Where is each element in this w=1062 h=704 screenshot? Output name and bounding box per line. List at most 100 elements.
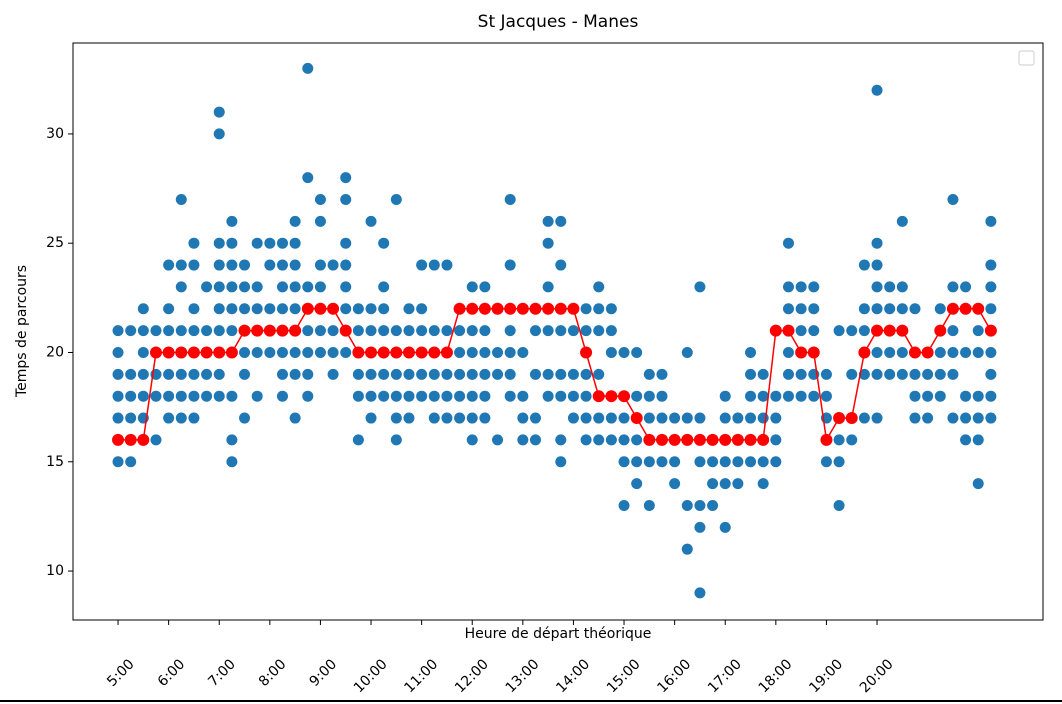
scatter-point [276,259,288,271]
scatter-point [504,368,516,380]
median-point [731,433,744,446]
x-axis-label: Heure de départ théorique [465,626,652,642]
scatter-point [352,390,364,402]
scatter-point [567,412,579,424]
scatter-point [618,499,630,511]
scatter-point [871,259,883,271]
scatter-point [466,368,478,380]
y-tick-label: 25 [46,235,64,251]
median-point [643,433,656,446]
scatter-point [125,368,137,380]
scatter-point [833,456,845,468]
scatter-point [681,346,693,358]
scatter-point [567,325,579,337]
scatter-point [934,390,946,402]
median-point [833,412,846,425]
scatter-point [618,412,630,424]
scatter-point [580,325,592,337]
scatter-point [454,390,466,402]
scatter-point [454,412,466,424]
scatter-point [517,390,529,402]
scatter-point [694,499,706,511]
median-point [554,302,567,315]
scatter-point [542,368,554,380]
scatter-point [985,281,997,293]
y-tick-label: 15 [46,454,64,470]
scatter-point [808,303,820,315]
scatter-point [960,281,972,293]
scatter-point [593,281,605,293]
scatter-point [985,215,997,227]
y-tick-label: 30 [46,126,64,142]
scatter-point [378,368,390,380]
scatter-point [125,456,137,468]
scatter-point [529,434,541,446]
scatter-point [580,368,592,380]
plot-area: 10 15 20 25 30 5:00 6:00 7:00 8:00 9:00 10:00 11:00… [46,62,997,696]
scatter-point [428,390,440,402]
scatter-point [884,281,896,293]
scatter-point [504,259,516,271]
scatter-point [909,303,921,315]
scatter-point [137,346,149,358]
scatter-point [719,412,731,424]
median-point [896,324,909,337]
scatter-point [112,368,124,380]
scatter-point [960,346,972,358]
scatter-point [896,368,908,380]
scatter-point [213,368,225,380]
scatter-point [365,390,377,402]
scatter-point [340,346,352,358]
scatter-point [188,368,200,380]
scatter-point [795,281,807,293]
scatter-point [479,281,491,293]
x-tick-label: 15:00 [604,656,644,696]
scatter-point [770,412,782,424]
scatter-point [732,456,744,468]
scatter-point [201,390,213,402]
scatter-point [782,390,794,402]
scatter-point [922,390,934,402]
median-point [618,390,631,403]
scatter-point [947,368,959,380]
scatter-point [327,368,339,380]
scatter-point [302,368,314,380]
x-tick-label: 10:00 [351,656,391,696]
scatter-point [972,325,984,337]
scatter-point [808,390,820,402]
scatter-point [555,368,567,380]
scatter-point [479,390,491,402]
scatter-point [276,390,288,402]
scatter-point [593,434,605,446]
scatter-point [175,325,187,337]
median-point [200,346,213,359]
scatter-point [871,368,883,380]
scatter-point [289,368,301,380]
median-point [377,346,390,359]
scatter-point [163,303,175,315]
scatter-point [226,281,238,293]
scatter-point [947,325,959,337]
median-point [529,302,542,315]
scatter-point [555,215,567,227]
scatter-point [631,346,643,358]
scatter-point [175,412,187,424]
scatter-point [846,325,858,337]
scatter-point [175,368,187,380]
axes-frame [72,42,1044,621]
scatter-point [226,303,238,315]
scatter-point [858,325,870,337]
median-point [478,302,491,315]
scatter-point [593,412,605,424]
scatter-point [365,303,377,315]
median-point [238,324,251,337]
median-point [592,390,605,403]
x-tick-label: 19:00 [806,656,846,696]
scatter-point [555,390,567,402]
scatter-point [555,325,567,337]
scatter-point [745,368,757,380]
scatter-point [213,128,225,140]
scatter-point [276,237,288,249]
scatter-point [745,456,757,468]
median-point [112,433,125,446]
